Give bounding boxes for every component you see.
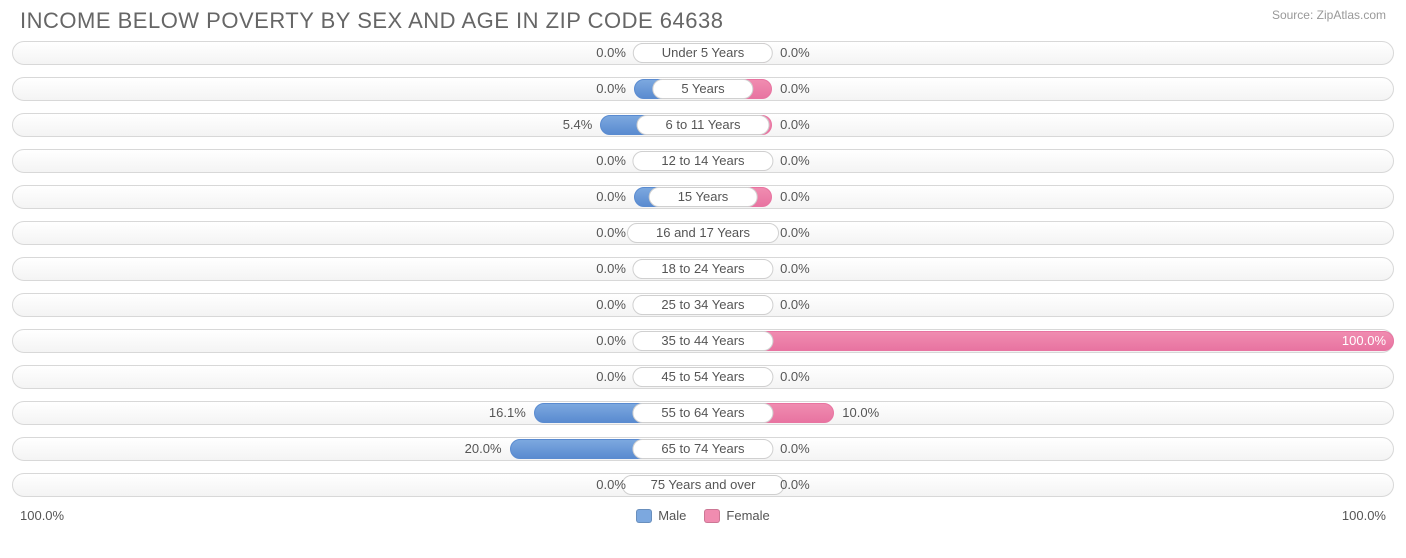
value-female: 0.0% [780,475,810,495]
chart-row: 35 to 44 Years 0.0% 100.0% [12,326,1394,356]
footer: 100.0% Male Female 100.0% [0,506,1406,523]
value-female: 0.0% [780,295,810,315]
value-female: 0.0% [780,259,810,279]
row-label: 35 to 44 Years [632,331,773,351]
value-female: 0.0% [780,79,810,99]
value-female: 0.0% [780,367,810,387]
value-male: 0.0% [596,223,626,243]
header: INCOME BELOW POVERTY BY SEX AND AGE IN Z… [0,0,1406,38]
value-male: 0.0% [596,295,626,315]
row-label: 12 to 14 Years [632,151,773,171]
value-female: 0.0% [780,43,810,63]
value-female: 100.0% [1342,331,1386,351]
chart-row: 18 to 24 Years 0.0% 0.0% [12,254,1394,284]
value-female: 0.0% [780,223,810,243]
chart-row: Under 5 Years 0.0% 0.0% [12,38,1394,68]
value-male: 0.0% [596,331,626,351]
row-label: 5 Years [652,79,753,99]
axis-label-right: 100.0% [1342,508,1386,523]
row-label: 15 Years [649,187,758,207]
value-female: 0.0% [780,187,810,207]
legend-label-male: Male [658,508,686,523]
value-male: 0.0% [596,367,626,387]
legend-label-female: Female [726,508,769,523]
value-male: 0.0% [596,151,626,171]
chart-row: 25 to 34 Years 0.0% 0.0% [12,290,1394,320]
legend-item-male: Male [636,508,686,523]
chart-row: 5 Years 0.0% 0.0% [12,74,1394,104]
bar-female [703,331,1394,351]
value-female: 0.0% [780,151,810,171]
row-label: 75 Years and over [622,475,785,495]
chart-row: 45 to 54 Years 0.0% 0.0% [12,362,1394,392]
value-male: 0.0% [596,475,626,495]
value-female: 10.0% [842,403,879,423]
legend: Male Female [636,508,770,523]
value-male: 16.1% [489,403,526,423]
chart-row: 55 to 64 Years 16.1% 10.0% [12,398,1394,428]
row-label: 25 to 34 Years [632,295,773,315]
legend-item-female: Female [704,508,769,523]
row-label: 6 to 11 Years [637,115,770,135]
value-male: 0.0% [596,43,626,63]
row-label: 18 to 24 Years [632,259,773,279]
legend-swatch-female [704,509,720,523]
row-label: 45 to 54 Years [632,367,773,387]
chart-title: INCOME BELOW POVERTY BY SEX AND AGE IN Z… [20,8,723,34]
row-label: 65 to 74 Years [632,439,773,459]
value-female: 0.0% [780,439,810,459]
row-label: Under 5 Years [633,43,773,63]
source-attribution: Source: ZipAtlas.com [1272,8,1386,22]
chart-row: 6 to 11 Years 5.4% 0.0% [12,110,1394,140]
value-female: 0.0% [780,115,810,135]
legend-swatch-male [636,509,652,523]
value-male: 20.0% [465,439,502,459]
chart-row: 15 Years 0.0% 0.0% [12,182,1394,212]
chart-area: Under 5 Years0.0%0.0%5 Years0.0%0.0%6 to… [0,38,1406,500]
chart-row: 75 Years and over0.0% 0.0% [12,470,1394,500]
value-male: 0.0% [596,259,626,279]
value-male: 0.0% [596,187,626,207]
chart-row: 12 to 14 Years 0.0% 0.0% [12,146,1394,176]
row-label: 55 to 64 Years [632,403,773,423]
chart-row: 65 to 74 Years 20.0% 0.0% [12,434,1394,464]
value-male: 0.0% [596,79,626,99]
axis-label-left: 100.0% [20,508,64,523]
row-label: 16 and 17 Years [627,223,779,243]
value-male: 5.4% [563,115,593,135]
chart-row: 16 and 17 Years0.0% 0.0% [12,218,1394,248]
